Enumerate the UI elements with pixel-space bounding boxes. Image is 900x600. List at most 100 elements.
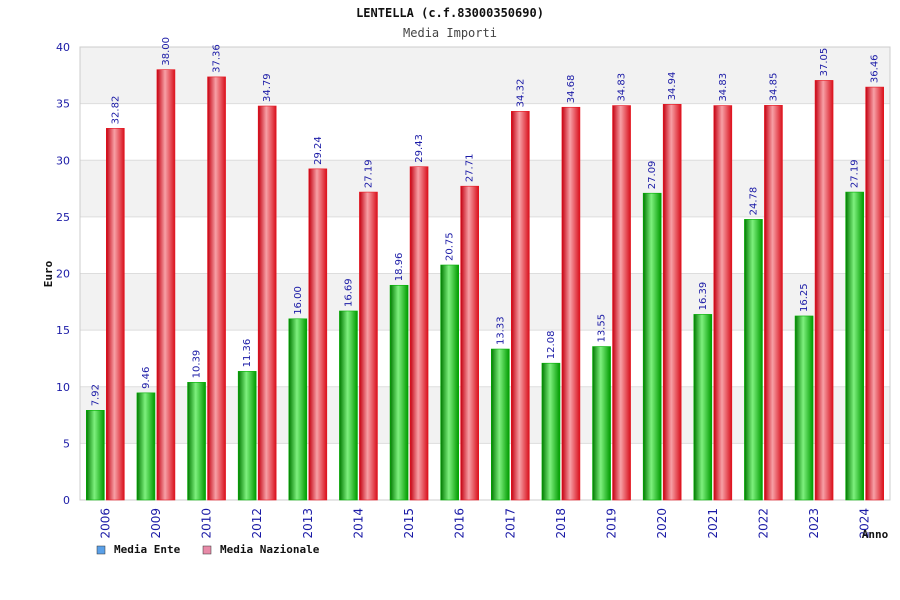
data-label: 13.55	[597, 314, 608, 343]
plot-frame	[79, 46, 891, 501]
bar-media-ente	[744, 219, 763, 501]
data-label: 16.25	[799, 283, 810, 312]
x-tick-label: 2009	[149, 508, 163, 539]
data-label: 37.05	[819, 48, 830, 77]
bar-media-nazionale	[612, 105, 631, 501]
y-tick-label: 30	[56, 154, 70, 167]
x-tick-label: 2018	[554, 508, 568, 539]
y-tick-label: 25	[56, 211, 70, 224]
x-tick-label: 2013	[301, 508, 315, 539]
bar-media-ente	[339, 310, 358, 501]
x-tick-label: 2024	[858, 508, 872, 539]
x-axis-ticks: 2006 2009 2010 2012 2013 2014 2015 2016 2017 2018…	[98, 508, 871, 539]
data-label: 27.19	[363, 159, 374, 188]
x-tick-label: 2006	[98, 508, 112, 539]
x-axis-label: Anno	[862, 528, 889, 541]
bar-media-ente	[237, 371, 257, 501]
x-tick-label: 2015	[402, 508, 416, 539]
bar-media-ente	[693, 314, 713, 501]
bar-media-ente	[86, 410, 105, 501]
bar-media-nazionale	[156, 69, 176, 501]
bar-media-nazionale	[814, 80, 834, 501]
y-tick-label: 35	[56, 98, 70, 111]
bar-media-ente	[592, 346, 611, 501]
x-tick-label: 2020	[655, 508, 669, 539]
y-tick-label: 20	[56, 268, 70, 281]
data-labels: 7.92 32.82 9.46 38.00 10.39 37.36 11.36 34.79 16…	[90, 37, 880, 406]
bar-media-ente	[136, 392, 156, 501]
legend-label-nazionale: Media Nazionale	[220, 543, 320, 556]
x-tick-label: 2023	[807, 508, 821, 539]
bar-media-nazionale	[308, 168, 328, 501]
legend-swatch-ente	[96, 545, 106, 555]
bar-media-nazionale	[662, 104, 682, 501]
legend-label-ente: Media Ente	[114, 543, 181, 556]
bar-media-nazionale	[865, 86, 884, 501]
bar-media-nazionale	[561, 106, 581, 501]
data-label: 34.83	[718, 73, 729, 102]
y-tick-label: 5	[63, 437, 70, 450]
bar-media-nazionale	[106, 128, 125, 501]
data-label: 20.75	[445, 232, 456, 261]
data-label: 37.36	[212, 44, 223, 73]
bar-media-ente	[288, 318, 308, 501]
y-tick-label: 15	[56, 324, 70, 337]
bar-media-ente	[187, 382, 206, 501]
data-label: 18.96	[394, 253, 405, 282]
bars	[86, 69, 884, 501]
legend: Media Ente Media Nazionale	[96, 543, 320, 556]
data-label: 12.08	[546, 331, 557, 360]
chart-title: LENTELLA (c.f.83000350690)	[356, 6, 544, 20]
x-tick-label: 2022	[756, 508, 770, 539]
data-label: 24.78	[748, 187, 759, 216]
bar-media-ente	[440, 264, 459, 501]
y-axis-ticks: 0 5 10 15 20 25 30 35 40	[56, 41, 70, 507]
chart-subtitle: Media Importi	[403, 26, 497, 40]
data-label: 29.43	[414, 134, 425, 163]
data-label: 34.79	[262, 73, 273, 102]
bar-media-nazionale	[257, 105, 277, 501]
bar-media-nazionale	[764, 105, 783, 501]
data-label: 16.00	[293, 286, 304, 315]
data-label: 11.36	[242, 339, 253, 368]
x-tick-label: 2016	[453, 508, 467, 539]
data-label: 38.00	[161, 37, 172, 66]
data-label: 29.24	[313, 136, 324, 165]
data-label: 7.92	[90, 384, 101, 406]
data-label: 16.69	[343, 278, 354, 307]
data-label: 34.85	[768, 73, 779, 102]
bar-media-ente	[389, 284, 409, 501]
y-tick-label: 0	[63, 494, 70, 507]
data-label: 34.68	[566, 75, 577, 104]
data-label: 34.94	[667, 72, 678, 101]
legend-swatch-nazionale	[202, 545, 212, 555]
data-label: 34.32	[515, 79, 526, 108]
y-tick-label: 10	[56, 381, 70, 394]
bar-media-ente	[491, 348, 510, 501]
data-label: 9.46	[141, 367, 152, 389]
x-tick-label: 2014	[351, 508, 365, 539]
y-tick-label: 40	[56, 41, 70, 54]
bar-media-nazionale	[460, 185, 479, 501]
data-label: 13.33	[495, 316, 506, 345]
data-label: 34.83	[617, 73, 628, 102]
bar-media-ente	[845, 191, 864, 501]
bar-media-nazionale	[207, 76, 226, 501]
data-label: 32.82	[110, 96, 121, 125]
x-tick-label: 2010	[200, 508, 214, 539]
data-label: 27.71	[465, 154, 476, 183]
bar-media-nazionale	[359, 191, 378, 501]
bar-media-nazionale	[409, 166, 429, 501]
x-tick-label: 2021	[706, 508, 720, 539]
data-label: 10.39	[192, 350, 203, 379]
data-label: 27.19	[850, 159, 861, 188]
bar-media-ente	[541, 362, 561, 501]
bar-media-ente	[794, 315, 814, 501]
data-label: 16.39	[698, 282, 709, 311]
data-label: 27.09	[647, 161, 658, 190]
bar-media-nazionale	[713, 105, 733, 501]
y-axis-label: Euro	[42, 260, 55, 287]
x-tick-label: 2017	[503, 508, 517, 539]
